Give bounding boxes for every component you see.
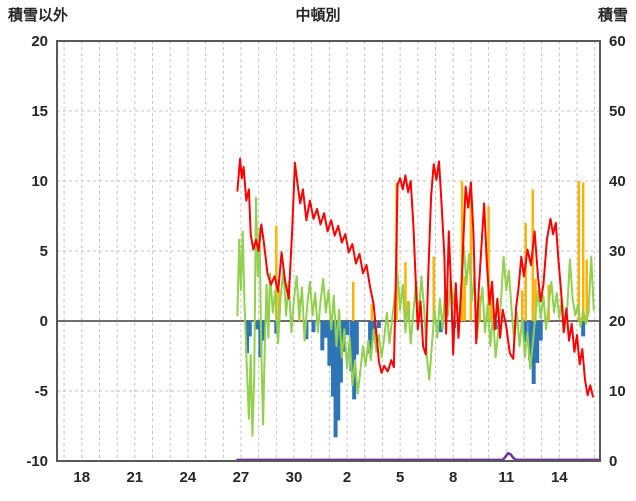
x-tick-label: 11 [498, 469, 514, 486]
right-tick-label: 50 [609, 103, 626, 120]
right-axis-title: 積雪 [597, 7, 628, 24]
left-tick-label: 20 [31, 33, 48, 50]
chart-title: 中頓別 [295, 7, 341, 24]
x-tick-label: 27 [233, 469, 250, 486]
x-tick-label: 24 [180, 469, 197, 486]
green-line [236, 196, 595, 437]
left-axis-title: 積雪以外 [8, 7, 69, 24]
right-tick-label: 40 [609, 173, 626, 190]
x-tick-label: 21 [126, 469, 143, 486]
left-tick-label: 15 [31, 103, 48, 120]
left-tick-label: -5 [35, 383, 48, 400]
plot-border [56, 40, 601, 462]
left-tick-label: 0 [40, 313, 48, 330]
x-tick-label: 18 [73, 469, 90, 486]
purple-line [236, 452, 602, 462]
right-tick-label: 30 [609, 243, 626, 260]
right-tick-label: 20 [609, 313, 626, 330]
right-tick-label: 0 [609, 453, 617, 470]
x-tick-label: 2 [343, 469, 351, 486]
left-tick-label: 5 [40, 243, 48, 260]
red-line [236, 157, 594, 398]
left-tick-label: 10 [31, 173, 48, 190]
x-tick-label: 30 [286, 469, 303, 486]
left-tick-label: -10 [26, 453, 48, 470]
right-tick-label: 60 [609, 33, 626, 50]
x-tick-label: 5 [396, 469, 404, 486]
right-tick-label: 10 [609, 383, 626, 400]
x-tick-label: 14 [551, 469, 568, 486]
x-tick-label: 8 [449, 469, 457, 486]
